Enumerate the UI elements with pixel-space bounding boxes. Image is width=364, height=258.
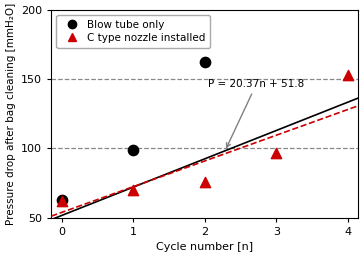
Point [59, 198, 65, 202]
Point [202, 180, 208, 184]
Legend: Blow tube only, C type nozzle installed: Blow tube only, C type nozzle installed [56, 15, 210, 48]
Text: P = 20.37n + 51.8: P = 20.37n + 51.8 [209, 79, 305, 147]
Point [273, 150, 279, 155]
Point [131, 148, 136, 152]
Point [202, 60, 208, 64]
Point [345, 73, 351, 77]
Y-axis label: Pressure drop after bag cleaning [mmH₂O]: Pressure drop after bag cleaning [mmH₂O] [5, 3, 16, 225]
X-axis label: Cycle number [n]: Cycle number [n] [156, 243, 253, 252]
Point [131, 188, 136, 192]
Point [59, 199, 65, 203]
